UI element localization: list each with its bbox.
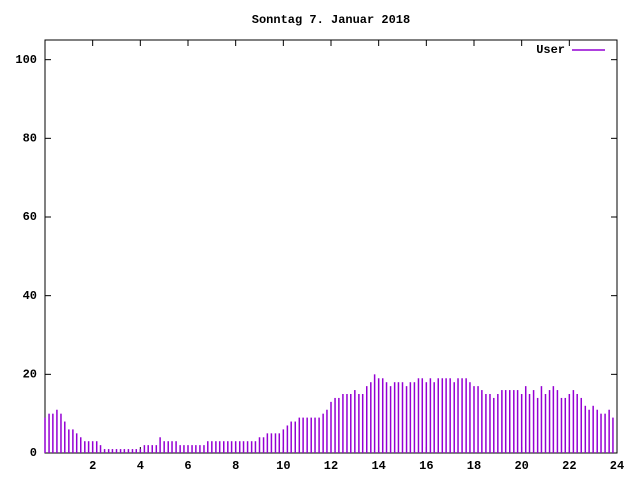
legend-label: User [536, 43, 565, 57]
x-tick-label: 22 [562, 459, 576, 473]
x-tick-label: 2 [89, 459, 96, 473]
y-tick-label: 60 [23, 210, 37, 224]
x-tick-label: 6 [184, 459, 191, 473]
y-tick-label: 20 [23, 368, 37, 382]
x-tick-label: 10 [276, 459, 290, 473]
x-tick-label: 14 [371, 459, 385, 473]
chart-title: Sonntag 7. Januar 2018 [252, 13, 410, 27]
plot-frame [44, 39, 618, 454]
y-tick-label: 0 [30, 446, 37, 460]
x-tick-label: 12 [324, 459, 338, 473]
x-tick-label: 24 [610, 459, 624, 473]
x-tick-label: 18 [467, 459, 481, 473]
x-tick-label: 16 [419, 459, 433, 473]
x-tick-label: 20 [514, 459, 528, 473]
x-tick-label: 4 [137, 459, 144, 473]
y-tick-label: 40 [23, 289, 37, 303]
y-tick-label: 100 [15, 53, 37, 67]
x-tick-label: 8 [232, 459, 239, 473]
y-tick-label: 80 [23, 132, 37, 146]
